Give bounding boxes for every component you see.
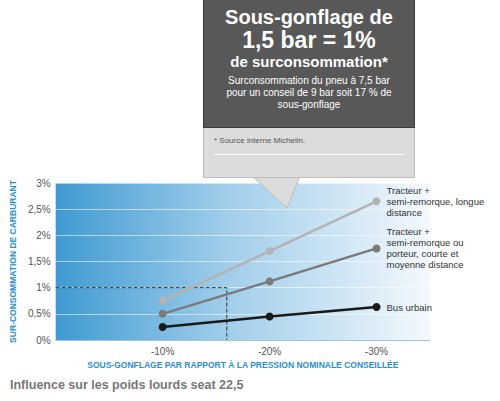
svg-text:semi-remorque, longue: semi-remorque, longue (387, 196, 487, 207)
svg-text:Tracteur +: Tracteur + (387, 185, 433, 196)
svg-text:0,5%: 0,5% (28, 308, 51, 319)
svg-text:1,5%: 1,5% (28, 256, 51, 267)
svg-text:-20%: -20% (258, 346, 281, 357)
svg-text:2%: 2% (36, 230, 51, 241)
svg-text:0%: 0% (36, 335, 51, 346)
svg-text:-30%: -30% (365, 346, 388, 357)
svg-text:distance: distance (387, 207, 422, 218)
svg-text:Tracteur +: Tracteur + (387, 226, 433, 237)
svg-text:1%: 1% (36, 282, 51, 293)
html-text:de surconsommation*: de surconsommation* (230, 53, 388, 70)
html-text:Surconsommation du pneu à 7,5: Surconsommation du pneu à 7,5 bar pour u… (226, 75, 392, 110)
html-text:* Source interne Michelin.: * Source interne Michelin. (214, 136, 306, 145)
html-text:Sous-gonflage de: Sous-gonflage de (225, 6, 393, 28)
svg-text:SOUS-GONFLAGE PAR RAPPORT À LA: SOUS-GONFLAGE PAR RAPPORT À LA PRESSION … (87, 360, 399, 370)
svg-text:Influence sur les poids lourds: Influence sur les poids lourds seat 22,5 (10, 378, 243, 392)
svg-text:porteur, courte et: porteur, courte et (387, 248, 461, 259)
svg-text:3%: 3% (36, 178, 51, 189)
svg-text:-10%: -10% (151, 346, 174, 357)
svg-text:2,5%: 2,5% (28, 204, 51, 215)
svg-text:SUR-CONSOMMATION DE CARBURANT: SUR-CONSOMMATION DE CARBURANT (8, 179, 18, 343)
svg-text:moyenne distance: moyenne distance (387, 259, 464, 270)
svg-text:semi-remorque ou: semi-remorque ou (387, 237, 467, 248)
html-text:1,5 bar = 1%: 1,5 bar = 1% (242, 27, 376, 53)
svg-text:Bus urbain: Bus urbain (387, 302, 432, 313)
